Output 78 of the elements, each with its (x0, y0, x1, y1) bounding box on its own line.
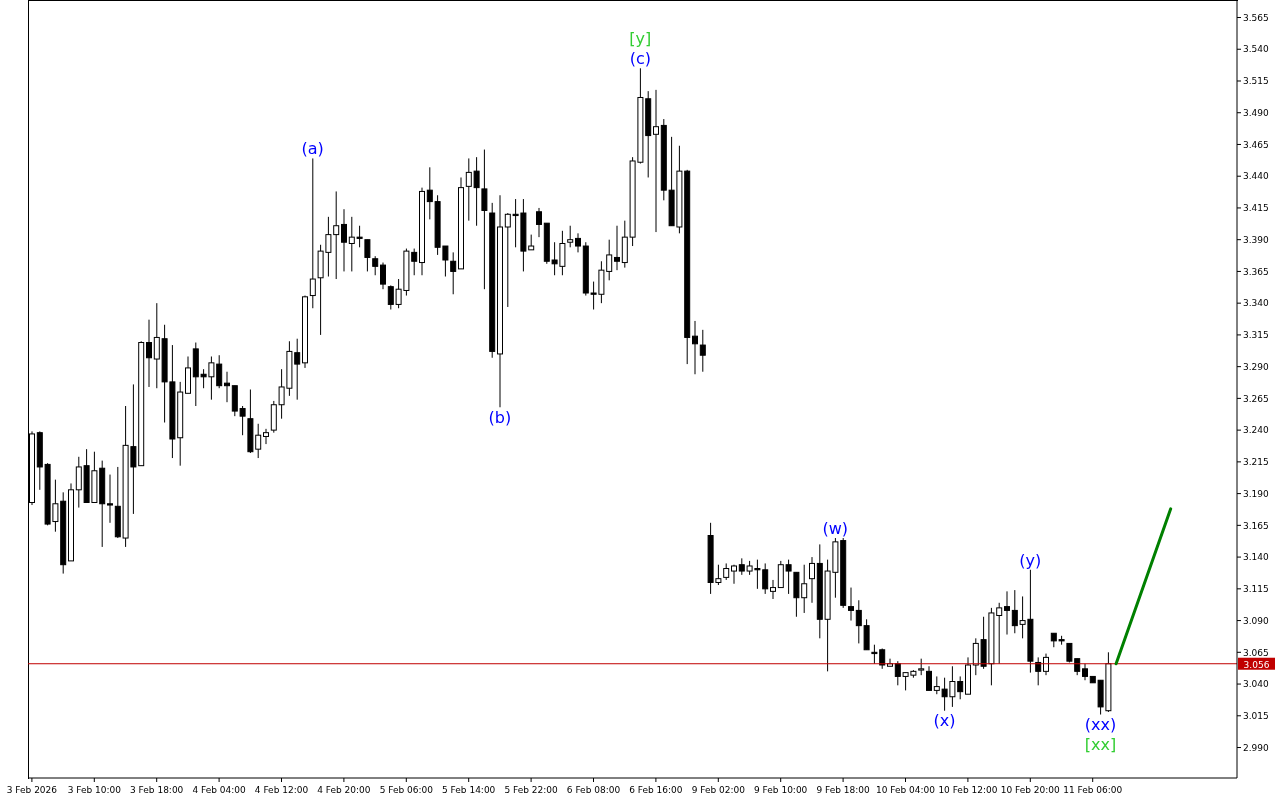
y-tick-label: 3.415 (1243, 203, 1269, 214)
candlestick (1043, 653, 1049, 676)
candlestick (1035, 656, 1042, 686)
y-tick-label: 3.040 (1243, 679, 1270, 690)
candlestick (567, 225, 574, 248)
x-tick-label: 3 Feb 10:00 (67, 785, 122, 795)
y-tick-label: 3.465 (1243, 139, 1269, 150)
x-tick-label: 6 Feb 08:00 (566, 785, 621, 795)
candlestick (1004, 590, 1010, 636)
candlestick (809, 556, 815, 604)
x-tick-label: 11 Feb 06:00 (1063, 785, 1123, 795)
x-tick-label: 6 Feb 16:00 (629, 785, 683, 795)
y-tick-label: 3.240 (1243, 425, 1270, 436)
annotation: (b) (488, 407, 512, 427)
x-tick-label: 3 Feb 2026 (6, 785, 58, 795)
candlestick (692, 320, 698, 375)
candlestick (887, 658, 893, 667)
candlestick (380, 262, 386, 290)
annotation: (y) (1019, 550, 1042, 570)
candlestick (146, 319, 152, 388)
x-tick-label: 4 Feb 20:00 (317, 785, 371, 795)
y-tick-label: 3.265 (1243, 393, 1269, 404)
x-tick-label: 5 Feb 14:00 (442, 785, 496, 795)
ref-line-label: 3.056 (1243, 659, 1270, 670)
y-tick-label: 3.090 (1243, 615, 1270, 626)
candlestick (224, 371, 230, 403)
candlestick (699, 329, 706, 373)
x-tick-label: 5 Feb 06:00 (379, 785, 434, 795)
y-tick-label: 3.015 (1243, 710, 1269, 721)
annotation: (a) (301, 139, 324, 159)
candlestick (341, 208, 347, 272)
x-tick-label: 10 Feb 12:00 (938, 785, 998, 795)
candlestick (107, 474, 113, 524)
y-tick-label: 3.340 (1243, 298, 1270, 309)
y-tick-label: 3.540 (1243, 44, 1270, 55)
y-tick-label: 3.290 (1243, 361, 1270, 372)
candlestick (653, 89, 659, 233)
x-tick-label: 10 Feb 04:00 (875, 785, 936, 795)
x-tick-label: 9 Feb 02:00 (691, 785, 746, 795)
candlestick (770, 579, 776, 600)
annotation: (c) (629, 49, 651, 69)
x-tick-label: 4 Feb 12:00 (254, 785, 309, 795)
y-tick-label: 3.390 (1243, 234, 1270, 245)
candlestick (848, 587, 854, 622)
x-tick-label: 3 Feb 18:00 (130, 785, 184, 795)
annotation: (w) (822, 519, 849, 539)
y-tick-label: 3.115 (1243, 584, 1269, 595)
annotation: [xx] (1084, 734, 1117, 754)
y-tick-label: 3.165 (1243, 520, 1269, 531)
y-tick-label: 3.140 (1243, 552, 1270, 563)
candlestick (481, 149, 488, 290)
candlestick (614, 225, 620, 271)
candlestick (372, 255, 379, 276)
x-tick-label: 9 Feb 18:00 (816, 785, 871, 795)
y-tick-label: 2.990 (1243, 742, 1270, 753)
candlestick (263, 428, 269, 445)
x-tick-label: 5 Feb 22:00 (504, 785, 559, 795)
y-tick-label: 3.215 (1243, 457, 1269, 468)
y-tick-label: 3.365 (1243, 266, 1269, 277)
annotation: (xx) (1084, 714, 1117, 734)
y-tick-label: 3.515 (1243, 76, 1269, 87)
candlestick (309, 157, 316, 309)
x-tick-label: 10 Feb 20:00 (1000, 785, 1061, 795)
annotation: (x) (933, 711, 956, 731)
candlestick (536, 207, 542, 238)
y-tick-label: 3.315 (1243, 330, 1269, 341)
y-tick-label: 3.490 (1243, 107, 1270, 118)
candlestick (575, 232, 581, 253)
y-tick-label: 3.065 (1243, 647, 1269, 658)
y-tick-label: 3.565 (1243, 12, 1269, 23)
candlestick (364, 239, 371, 272)
x-tick-label: 4 Feb 04:00 (192, 785, 247, 795)
x-tick-label: 9 Feb 10:00 (754, 785, 808, 795)
annotation: [y] (629, 29, 652, 49)
y-tick-label: 3.190 (1243, 488, 1270, 499)
y-tick-label: 3.440 (1243, 171, 1270, 182)
candlestick (450, 251, 457, 295)
candlestick (926, 665, 932, 691)
